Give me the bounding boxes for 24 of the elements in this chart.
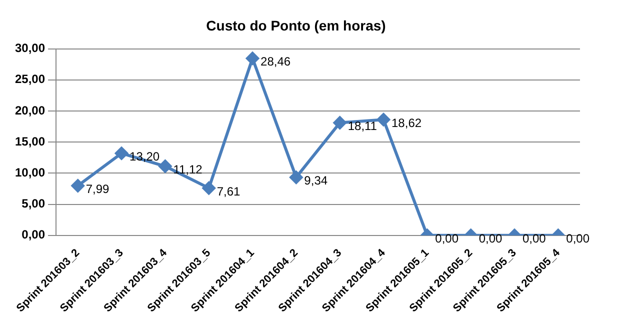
chart-title: Custo do Ponto (em horas) <box>206 17 386 34</box>
data-label: 9,34 <box>304 174 328 188</box>
point <box>115 146 128 160</box>
data-label: 7,99 <box>86 182 110 196</box>
data-label: 0,00 <box>478 232 503 246</box>
data-label: 7,61 <box>216 184 241 198</box>
data-label: 18,11 <box>348 119 378 134</box>
data-label: 0,00 <box>522 232 546 246</box>
data-label: 0,00 <box>435 232 459 246</box>
point <box>158 160 172 173</box>
y-tick-label: 5,00 <box>22 196 46 211</box>
data-label: 11,12 <box>173 162 203 177</box>
y-tick-label: 15,00 <box>15 134 46 148</box>
data-label: 0,00 <box>566 232 590 246</box>
y-tick-label: 25,00 <box>15 72 46 86</box>
y-tick-label: 10,00 <box>15 166 46 180</box>
data-label: 28,46 <box>260 54 291 69</box>
point <box>290 170 303 184</box>
point <box>377 113 390 126</box>
y-tick-label: 30,00 <box>15 41 46 56</box>
data-label: 18,62 <box>392 116 422 130</box>
y-tick-label: 20,00 <box>15 103 46 118</box>
y-tick-label: 0,00 <box>22 228 46 242</box>
point <box>333 116 346 130</box>
